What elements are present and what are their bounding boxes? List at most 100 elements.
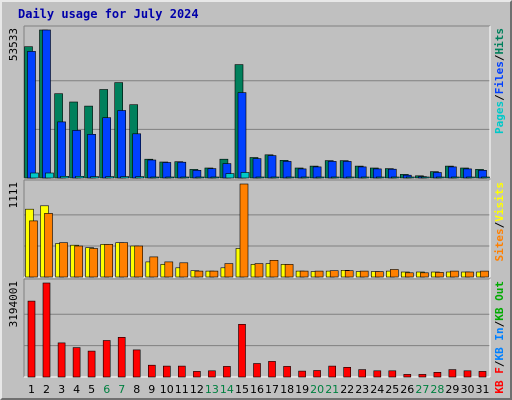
bar-files	[327, 161, 337, 179]
bar-files	[177, 161, 187, 179]
bar-files	[357, 166, 367, 179]
bar-files	[372, 168, 382, 179]
bar-pages	[375, 176, 385, 179]
bar-sites	[254, 263, 264, 278]
bar-pages	[150, 176, 160, 179]
bar-kb-f	[117, 336, 126, 378]
bar-pages	[330, 176, 340, 179]
bar-pages	[285, 176, 295, 179]
bar-kb-f	[448, 369, 457, 378]
bar-sites	[480, 270, 489, 278]
legend-entry: /	[493, 221, 506, 228]
bar-files	[87, 134, 96, 179]
bar-kb-f	[238, 323, 246, 378]
x-tick-label: 19	[295, 383, 309, 396]
bar-sites	[194, 270, 204, 278]
x-tick-label: 1	[28, 383, 35, 396]
x-tick-label: 6	[103, 383, 110, 396]
bar-sites	[179, 262, 189, 278]
bar-pages	[195, 176, 205, 179]
bar-pages	[240, 172, 250, 179]
bar-pages	[421, 176, 430, 179]
bar-pages	[405, 176, 415, 179]
legend-entry: KB Out	[493, 281, 506, 321]
y-max-label: 3194001	[7, 281, 20, 327]
x-tick-label: 13	[205, 383, 219, 396]
bar-kb-f	[132, 349, 141, 378]
bar-pages	[120, 176, 129, 179]
legend-entry: Pages	[493, 101, 506, 134]
legend-entry: /	[493, 360, 506, 367]
bar-files	[312, 166, 322, 179]
bar-kb-f	[87, 350, 96, 378]
bar-kb-f	[148, 364, 156, 378]
bar-files	[282, 161, 292, 179]
x-tick-label: 26	[400, 383, 414, 396]
bar-files	[102, 117, 111, 179]
bar-pages	[165, 176, 175, 179]
x-tick-label: 2	[43, 383, 50, 396]
bar-files	[463, 168, 472, 179]
bar-kb-f	[223, 366, 231, 378]
bar-files	[267, 155, 277, 179]
bar-pages	[270, 176, 280, 179]
bar-sites	[435, 272, 444, 278]
bar-pages	[466, 176, 475, 179]
bar-sites	[374, 271, 384, 278]
bar-kb-f	[27, 300, 36, 378]
bar-pages	[345, 176, 355, 179]
bar-pages	[30, 172, 39, 179]
x-tick-label: 29	[445, 383, 459, 396]
bar-sites	[359, 270, 369, 278]
bar-sites	[465, 271, 474, 278]
bar-pages	[255, 176, 265, 179]
bar-sites	[164, 261, 174, 278]
x-tick-label: 27	[415, 383, 429, 396]
bar-kb-f	[463, 370, 472, 378]
legend-entry: KB In	[493, 327, 506, 360]
bar-files	[57, 121, 66, 179]
bar-kb-f	[313, 370, 321, 378]
x-tick-label: 18	[280, 383, 294, 396]
bar-kb-f	[478, 371, 487, 378]
bar-kb-f	[388, 370, 397, 378]
x-tick-label: 10	[160, 383, 174, 396]
bar-kb-f	[163, 365, 171, 378]
x-tick-label: 17	[265, 383, 279, 396]
bar-sites	[149, 256, 159, 278]
bar-pages	[90, 176, 99, 179]
x-tick-label: 4	[73, 383, 80, 396]
legend-entry: Hits	[493, 28, 506, 55]
bar-sites	[44, 213, 53, 278]
x-tick-label: 7	[118, 383, 125, 396]
panel-kbytes-background	[24, 279, 490, 377]
legend-entry: KB F	[493, 367, 506, 394]
legend-hits-files-pages: Pages/Files/Hits	[493, 28, 506, 134]
bar-pages	[45, 172, 54, 179]
bar-kb-f	[178, 365, 186, 378]
bar-pages	[300, 176, 310, 179]
bar-sites	[29, 220, 38, 278]
bar-files	[27, 51, 36, 179]
bar-pages	[225, 173, 235, 179]
bar-files	[117, 110, 126, 179]
x-tick-label: 30	[461, 383, 475, 396]
x-tick-label: 5	[88, 383, 95, 396]
bar-kb-f	[57, 342, 66, 378]
bar-kb-f	[403, 374, 412, 378]
bar-kb-f	[72, 347, 81, 378]
legend-entry: /	[493, 320, 506, 327]
bar-pages	[315, 176, 325, 179]
chart-title: Daily usage for July 2024	[18, 7, 199, 21]
bar-kb-f	[283, 366, 291, 378]
legend-kbytes: KB F/KB In/KB Out	[493, 281, 506, 394]
x-tick-label: 23	[355, 383, 369, 396]
bar-sites	[104, 244, 113, 278]
bar-pages	[390, 176, 400, 179]
bar-kb-f	[208, 370, 216, 378]
bar-kb-f	[358, 369, 367, 378]
x-tick-label: 3	[58, 383, 65, 396]
y-max-label: 1111	[7, 182, 20, 209]
x-tick-label: 9	[148, 383, 155, 396]
legend-entry: /	[493, 54, 506, 61]
